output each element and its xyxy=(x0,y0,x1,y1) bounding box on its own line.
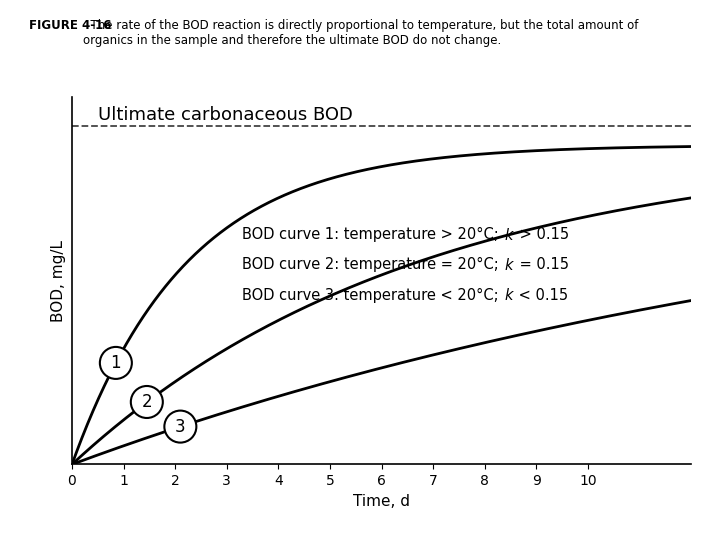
Text: FIGURE 4-16: FIGURE 4-16 xyxy=(29,19,112,32)
Text: 2: 2 xyxy=(142,393,152,411)
Ellipse shape xyxy=(100,347,132,379)
Text: 3: 3 xyxy=(175,417,186,436)
Text: The rate of the BOD reaction is directly proportional to temperature, but the to: The rate of the BOD reaction is directly… xyxy=(83,19,638,47)
Text: $k$: $k$ xyxy=(503,287,515,303)
Ellipse shape xyxy=(164,410,197,443)
Text: $k$: $k$ xyxy=(504,257,515,273)
Text: 1: 1 xyxy=(111,354,121,372)
Ellipse shape xyxy=(131,386,163,418)
Text: < 0.15: < 0.15 xyxy=(515,288,569,302)
Text: Ultimate carbonaceous BOD: Ultimate carbonaceous BOD xyxy=(98,106,353,124)
Text: > 0.15: > 0.15 xyxy=(515,227,569,242)
Text: Copyright © 2015 by Pearson Education, Inc.
All Rights Reserved.: Copyright © 2015 by Pearson Education, I… xyxy=(432,503,605,524)
Text: BOD curve 3: temperature < 20°C;: BOD curve 3: temperature < 20°C; xyxy=(242,288,503,303)
Text: = 0.15: = 0.15 xyxy=(515,258,569,272)
Text: $k$: $k$ xyxy=(504,226,515,242)
Text: PEARSON: PEARSON xyxy=(655,510,720,529)
Text: BOD curve 1: temperature > 20°C;: BOD curve 1: temperature > 20°C; xyxy=(242,227,504,242)
Y-axis label: BOD, mg/L: BOD, mg/L xyxy=(51,240,66,322)
Text: Basic Environmental Technology, Sixth Edition
Jerry A. Nathanson | Richard A. Sc: Basic Environmental Technology, Sixth Ed… xyxy=(137,503,314,524)
Text: BOD curve 2: temperature = 20°C;: BOD curve 2: temperature = 20°C; xyxy=(242,258,504,272)
X-axis label: Time, d: Time, d xyxy=(353,494,410,509)
Text: ALWAYS LEARNING: ALWAYS LEARNING xyxy=(4,515,121,525)
